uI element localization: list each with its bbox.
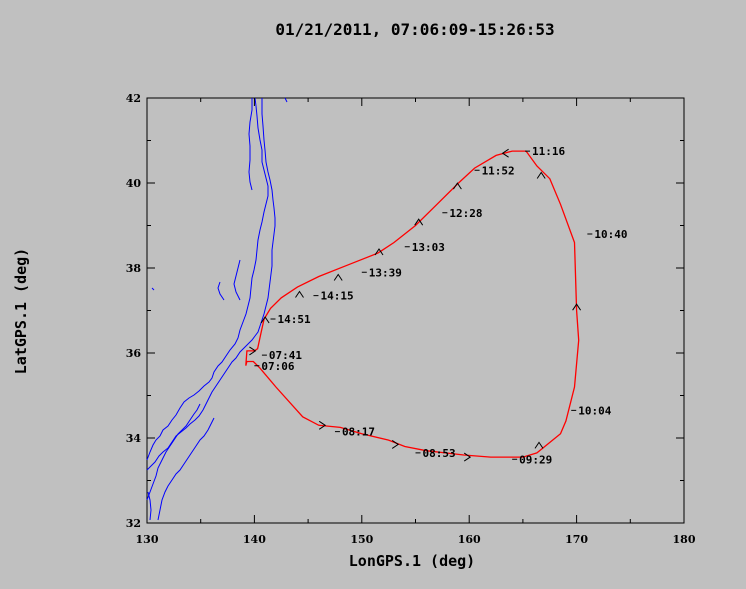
chart-title: 01/21/2011, 07:06:09-15:26:53 xyxy=(275,20,554,39)
track-line xyxy=(245,150,580,458)
time-label: 10:04 xyxy=(578,404,611,417)
time-label: 11:16 xyxy=(532,145,565,158)
direction-arrow xyxy=(501,148,509,158)
time-label: 11:52 xyxy=(482,164,515,177)
x-tick-label: 140 xyxy=(243,533,266,546)
time-label: 12:28 xyxy=(449,207,482,220)
direction-arrow xyxy=(414,218,424,226)
time-label: 08:53 xyxy=(423,447,456,460)
y-tick-label: 38 xyxy=(126,262,142,275)
y-tick-label: 36 xyxy=(126,347,142,360)
y-tick-label: 42 xyxy=(126,92,141,105)
time-label: 08:17 xyxy=(342,426,375,439)
x-tick-label: 180 xyxy=(673,533,696,546)
direction-arrow xyxy=(534,441,544,449)
time-annotations: 11:16 11:52 12:28 13:03 13:39 14:15 14:51 07:41… xyxy=(254,145,627,466)
time-label: 07:06 xyxy=(261,360,294,373)
x-axis-ticks: 130 140 150 160 170 180 xyxy=(136,98,696,546)
x-axis-label: LonGPS.1 (deg) xyxy=(349,552,475,570)
y-tick-label: 32 xyxy=(126,517,141,530)
direction-arrow xyxy=(452,182,462,190)
x-tick-label: 170 xyxy=(565,533,588,546)
direction-arrows xyxy=(249,148,582,462)
time-label: 10:40 xyxy=(594,228,627,241)
direction-arrow xyxy=(333,273,343,281)
direction-arrow xyxy=(374,248,384,256)
direction-arrow xyxy=(260,316,270,324)
coastline xyxy=(146,97,288,521)
time-label: 14:15 xyxy=(320,290,353,303)
time-label: 09:29 xyxy=(519,453,552,466)
direction-arrow xyxy=(295,290,304,298)
time-label: 13:03 xyxy=(412,241,445,254)
time-label: 07:41 xyxy=(269,349,302,362)
y-tick-label: 40 xyxy=(126,177,142,190)
direction-arrow xyxy=(463,452,472,462)
direction-arrow xyxy=(318,420,327,430)
x-tick-label: 130 xyxy=(136,533,159,546)
time-label: 14:51 xyxy=(278,313,311,326)
direction-arrow xyxy=(391,439,400,449)
plot-frame xyxy=(146,97,685,524)
y-tick-label: 34 xyxy=(126,432,142,445)
direction-arrow xyxy=(572,303,582,311)
y-axis-ticks: 32 34 36 38 40 42 xyxy=(126,92,684,530)
flight-track xyxy=(245,150,580,458)
x-tick-label: 160 xyxy=(458,533,481,546)
x-tick-label: 150 xyxy=(350,533,373,546)
y-axis-label: LatGPS.1 (deg) xyxy=(12,248,30,374)
direction-arrow xyxy=(536,171,546,179)
direction-arrow xyxy=(249,346,257,356)
time-label: 13:39 xyxy=(369,266,402,279)
